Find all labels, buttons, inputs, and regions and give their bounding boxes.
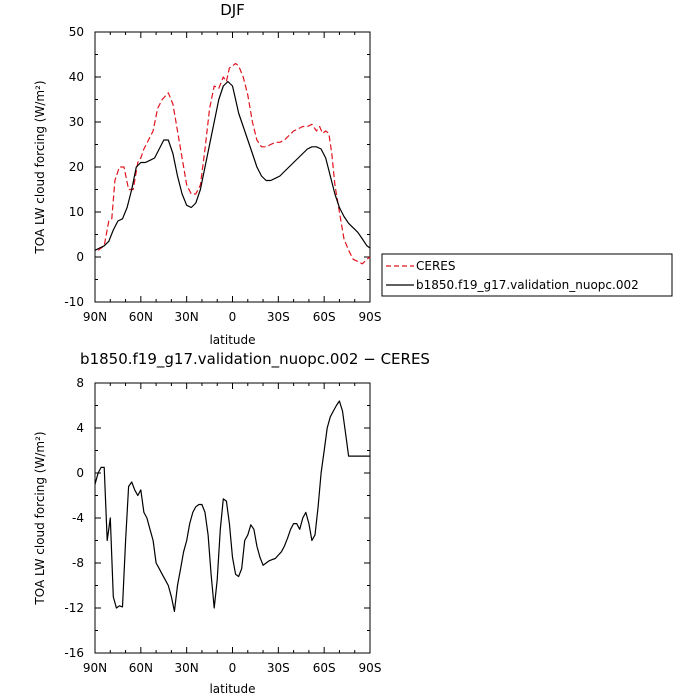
- chart-1-x-tick-label: 60S: [313, 310, 336, 324]
- chart-1-legend-label: CERES: [416, 259, 456, 273]
- chart-2-y-tick-label: 8: [76, 376, 84, 390]
- chart-2-x-tick-label: 30N: [175, 661, 199, 675]
- chart-1-x-tick-label: 0: [229, 310, 237, 324]
- chart-1-x-tick-label: 90S: [359, 310, 382, 324]
- chart-1-series-b1850-f19-g17-validation-nuopc-002-line: [94, 80, 371, 251]
- chart-2-y-tick-label: -16: [64, 646, 84, 660]
- chart-1-legend-label: b1850.f19_g17.validation_nuopc.002: [416, 278, 639, 292]
- chart-1-y-tick-label: 10: [69, 205, 84, 219]
- chart-2-x-tick-label: 30S: [267, 661, 290, 675]
- chart-2-y-tick-label: 4: [76, 421, 84, 435]
- chart-2-x-tick-label: 60N: [129, 661, 153, 675]
- chart-2-y-tick-label: -12: [64, 601, 84, 615]
- chart-1-y-tick-label: 0: [76, 250, 84, 264]
- chart-1-y-tick-label: 50: [69, 25, 84, 39]
- chart-2-x-tick-label: 0: [229, 661, 237, 675]
- chart-2-title: b1850.f19_g17.validation_nuopc.002 − CER…: [80, 350, 430, 369]
- chart-2-x-axis-label: latitude: [209, 682, 255, 696]
- chart-2-y-axis-label: TOA LW cloud forcing (W/m²): [33, 431, 47, 605]
- chart-1-x-tick-label: 30N: [175, 310, 199, 324]
- chart-1-title: DJF: [220, 1, 245, 19]
- chart-1-y-tick-label: -10: [64, 295, 84, 309]
- chart-1-y-tick-label: 30: [69, 115, 84, 129]
- chart-2-y-tick-label: 0: [76, 466, 84, 480]
- chart-2-y-tick-label: -8: [72, 556, 84, 570]
- chart-1-x-tick-label: 60N: [129, 310, 153, 324]
- chart-1-legend-box: [381, 253, 673, 297]
- chart-2-y-tick-label: -4: [72, 511, 84, 525]
- chart-2-x-tick-label: 90S: [359, 661, 382, 675]
- chart-2-series-1-line: [94, 400, 370, 613]
- chart-1-y-axis-label: TOA LW cloud forcing (W/m²): [33, 80, 47, 254]
- chart-1-y-tick-label: 40: [69, 70, 84, 84]
- chart-1-x-axis-label: latitude: [209, 333, 255, 347]
- chart-1-y-tick-label: 20: [69, 160, 84, 174]
- chart-1-x-tick-label: 90N: [83, 310, 107, 324]
- chart-1-x-tick-label: 30S: [267, 310, 290, 324]
- chart-1-series-ceres-line: [97, 62, 371, 265]
- chart-2-x-tick-label: 90N: [83, 661, 107, 675]
- chart-2-x-tick-label: 60S: [313, 661, 336, 675]
